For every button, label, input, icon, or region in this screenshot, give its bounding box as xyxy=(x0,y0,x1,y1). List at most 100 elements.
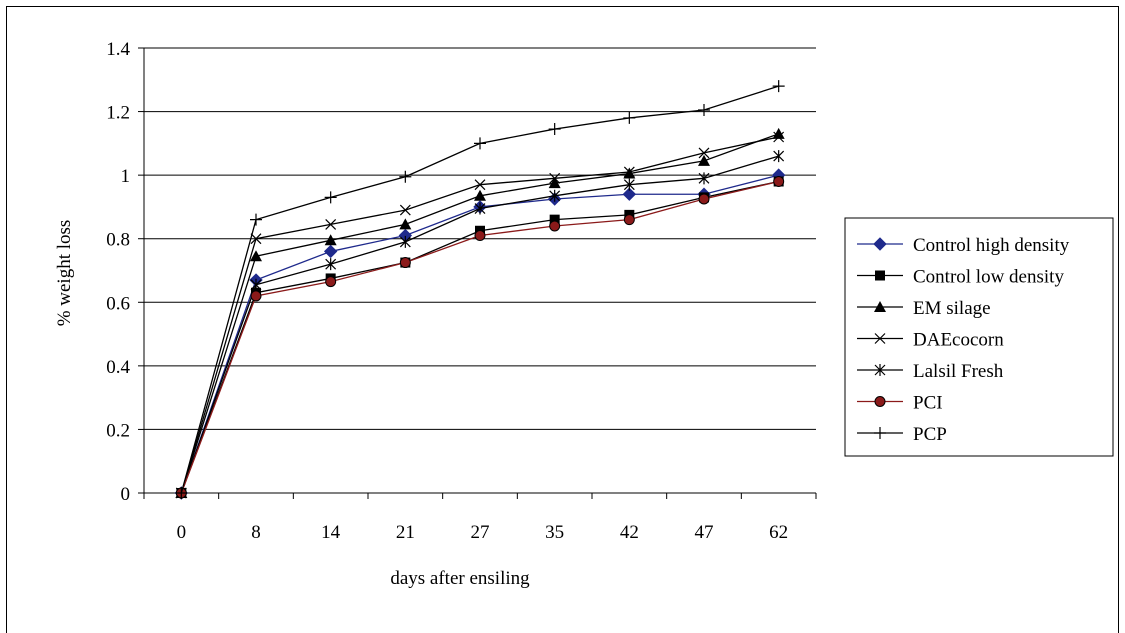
data-point xyxy=(175,487,188,499)
data-point xyxy=(874,333,886,344)
data-point xyxy=(773,176,785,187)
data-point xyxy=(399,235,411,248)
data-point xyxy=(698,147,710,159)
series-em-silage xyxy=(175,127,785,498)
data-point xyxy=(250,250,262,262)
data-point xyxy=(250,233,262,245)
data-point xyxy=(772,80,785,93)
x-tick-labels: 0 8 14 21 27 35 42 47 62 xyxy=(177,522,789,543)
data-point xyxy=(399,257,411,269)
y-tick-labels: 0 0.2 0.4 0.6 0.8 1 1.2 1.4 xyxy=(106,39,130,505)
legend-label: EM silage xyxy=(913,298,991,319)
y-tick-label: 0 xyxy=(121,484,131,505)
data-point xyxy=(623,111,636,124)
x-tick-label: 8 xyxy=(251,522,261,543)
data-point xyxy=(623,166,635,178)
series-lalsil-fresh xyxy=(175,150,785,499)
axes xyxy=(143,48,817,499)
legend-label: Lalsil Fresh xyxy=(913,361,1004,382)
data-point xyxy=(250,213,262,226)
data-point xyxy=(324,234,337,246)
legend-entry: PCI xyxy=(857,393,943,414)
data-point xyxy=(549,172,561,184)
data-point xyxy=(623,178,635,191)
legend-entry: Control high density xyxy=(857,235,1070,256)
legend-label: PCP xyxy=(913,424,947,445)
y-axis-label: % weight loss xyxy=(54,220,75,327)
data-point xyxy=(549,189,561,202)
y-tick-label: 1 xyxy=(121,166,131,187)
data-point xyxy=(474,179,486,191)
legend-entry: Control low density xyxy=(857,267,1064,288)
data-point xyxy=(622,187,637,201)
legend: Control high density Control low density E… xyxy=(844,217,1114,457)
legend-label: Control low density xyxy=(913,267,1064,288)
y-tick-label: 1.4 xyxy=(106,39,130,60)
x-tick-label: 21 xyxy=(396,522,415,543)
x-axis-label: days after ensiling xyxy=(390,568,530,589)
series-line xyxy=(180,133,779,494)
series-control-low-density xyxy=(176,176,784,498)
data-point xyxy=(549,214,560,225)
data-point xyxy=(698,103,710,116)
y-tick-label: 0.2 xyxy=(106,420,130,441)
legend-label: DAEcocorn xyxy=(913,330,1004,351)
x-tick-label: 42 xyxy=(620,522,639,543)
series-pcp xyxy=(175,80,785,499)
data-point xyxy=(623,214,635,226)
data-point xyxy=(325,218,337,230)
data-point xyxy=(874,396,886,407)
data-point xyxy=(399,218,412,230)
x-tick-label: 14 xyxy=(321,522,341,543)
y-tick-label: 0.6 xyxy=(106,293,130,314)
legend-label: Control high density xyxy=(913,235,1070,256)
legend-entry: DAEcocorn xyxy=(857,330,1004,351)
data-point xyxy=(474,137,486,150)
data-point xyxy=(772,127,785,139)
series-control-high-density xyxy=(174,168,786,500)
data-point xyxy=(874,427,886,439)
series-pci xyxy=(175,176,785,499)
data-point xyxy=(325,258,337,271)
data-point xyxy=(698,154,710,166)
data-point xyxy=(325,276,337,288)
x-tick-label: 27 xyxy=(471,522,490,543)
x-tick-label: 0 xyxy=(177,522,187,543)
data-point xyxy=(250,290,262,302)
legend-label: PCI xyxy=(913,393,943,414)
data-point xyxy=(773,150,785,163)
series-lines xyxy=(174,80,786,500)
data-point xyxy=(548,123,561,136)
legend-box xyxy=(844,217,1114,457)
gridlines xyxy=(138,47,816,494)
data-point xyxy=(874,301,886,312)
data-point xyxy=(474,202,486,215)
data-point xyxy=(549,220,561,232)
series-line xyxy=(180,174,779,494)
y-tick-label: 0.4 xyxy=(106,357,130,378)
data-point xyxy=(548,177,561,189)
data-point xyxy=(399,204,411,216)
chart-frame xyxy=(6,6,1119,633)
legend-entry: EM silage xyxy=(857,298,991,319)
data-point xyxy=(399,170,412,183)
data-point xyxy=(323,244,338,259)
series-daecocorn xyxy=(175,131,785,499)
x-tick-label: 47 xyxy=(695,522,714,543)
data-point xyxy=(873,237,887,251)
data-point xyxy=(773,131,785,143)
data-point xyxy=(250,278,262,291)
y-tick-label: 1.2 xyxy=(106,103,130,124)
data-point xyxy=(474,230,486,242)
legend-entry: Lalsil Fresh xyxy=(857,361,1004,382)
data-point xyxy=(875,270,885,281)
legend-entry: PCP xyxy=(857,424,947,445)
data-point xyxy=(474,189,486,201)
x-tick-label: 35 xyxy=(545,522,564,543)
data-point xyxy=(698,172,710,185)
data-point xyxy=(324,191,337,204)
data-point xyxy=(874,364,886,376)
y-tick-label: 0.8 xyxy=(106,230,130,251)
data-point xyxy=(698,193,710,205)
